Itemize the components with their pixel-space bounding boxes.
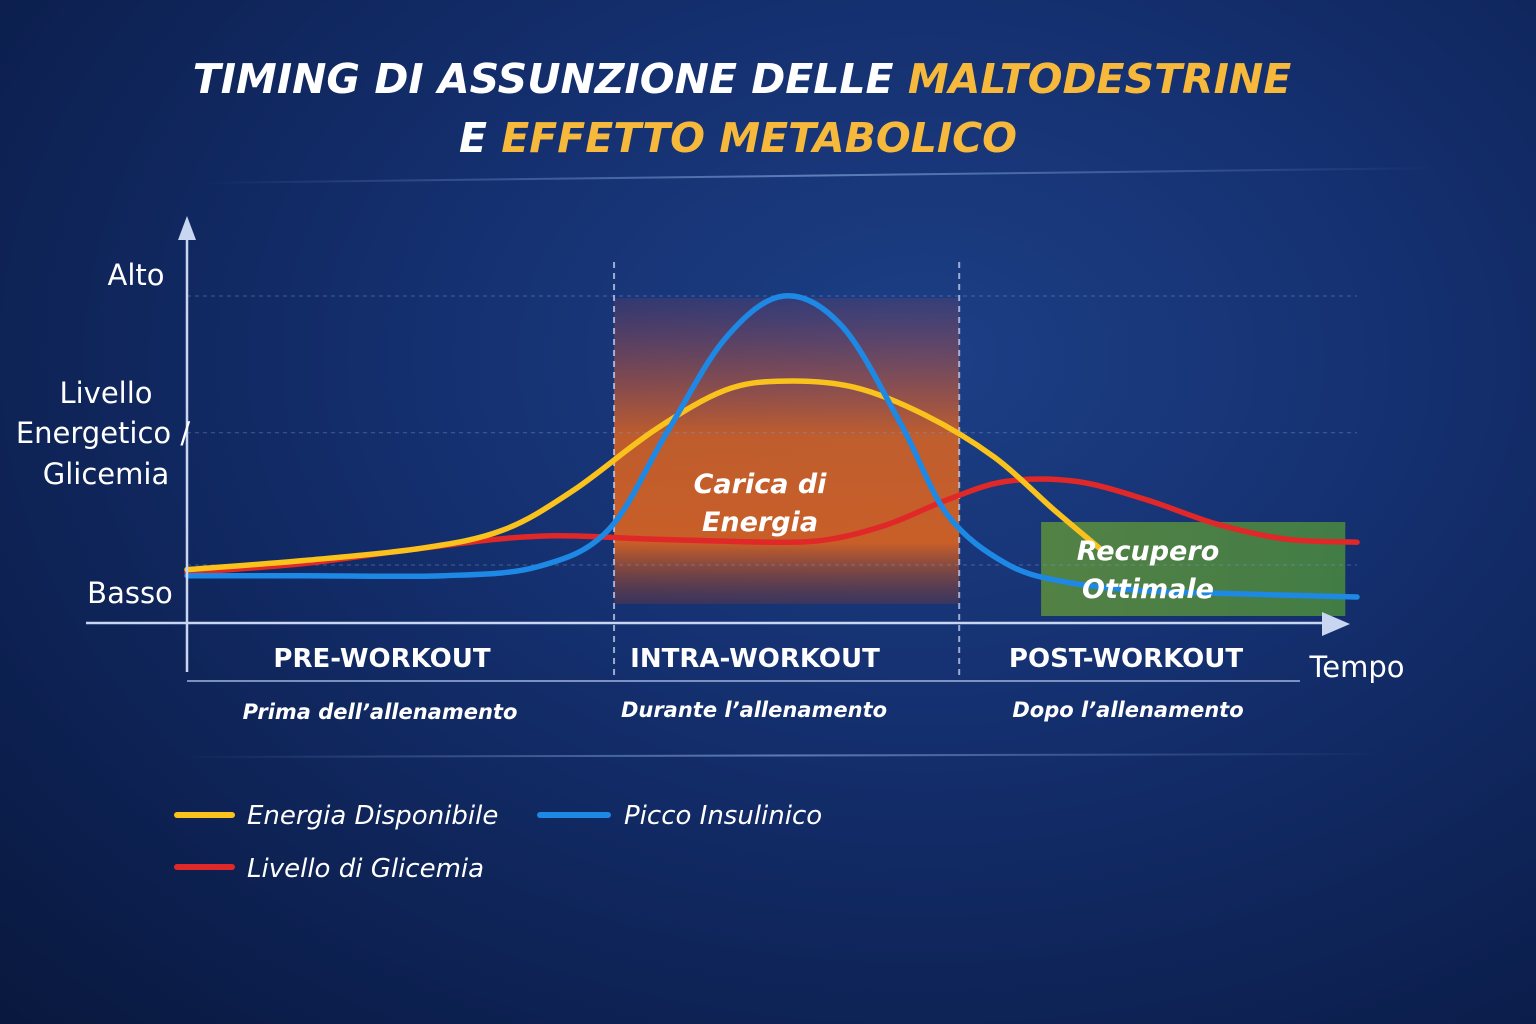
phase-post-label: POST-WORKOUT <box>1009 644 1243 674</box>
carica-label-line1: Carica di <box>694 469 828 500</box>
carica-label-line2: Energia <box>702 507 818 538</box>
x-axis <box>86 612 1350 636</box>
legend-label-glicemia: Livello di Glicemia <box>247 854 484 884</box>
legend-divider <box>179 753 1381 758</box>
phase-pre-subtitle: Prima dell’allenamento <box>243 700 518 724</box>
legend: Energia Disponibile Picco Insulinico Liv… <box>174 801 822 884</box>
energia-line <box>184 378 1103 573</box>
y-axis <box>178 216 196 672</box>
x-axis-title: Tempo <box>1308 650 1404 684</box>
phase-intra-label: INTRA-WORKOUT <box>630 644 880 674</box>
legend-item-insulina: Picco Insulinico <box>537 801 822 831</box>
y-axis-title-line3: Glicemia <box>43 457 169 491</box>
legend-item-energia: Energia Disponibile <box>174 801 498 831</box>
title-divider <box>199 167 1441 184</box>
y-tick-low: Basso <box>87 576 173 610</box>
series-layer <box>184 293 1360 600</box>
y-axis-title-line1: Livello <box>59 376 152 410</box>
insulina-line <box>184 293 1360 600</box>
phase-intra-subtitle: Durante l’allenamento <box>621 698 887 722</box>
grid-lines <box>187 295 1357 566</box>
phase-post-subtitle: Dopo l’allenamento <box>1012 698 1243 722</box>
recupero-label-line2: Ottimale <box>1082 574 1214 605</box>
carica-zone <box>614 298 960 604</box>
phase-dividers <box>613 262 961 676</box>
legend-item-glicemia: Livello di Glicemia <box>174 854 484 884</box>
legend-label-insulina: Picco Insulinico <box>624 801 822 831</box>
phase-pre-label: PRE-WORKOUT <box>273 644 490 674</box>
y-axis-title-line2: Energetico / <box>16 416 191 450</box>
y-tick-high: Alto <box>107 258 164 292</box>
legend-label-energia: Energia Disponibile <box>247 801 498 831</box>
recupero-label-line1: Recupero <box>1077 536 1220 567</box>
chart-title-line1: TIMING DI ASSUNZIONE DELLE MALTODESTRINE <box>193 55 1291 103</box>
chart-title-line2: E EFFETTO METABOLICO <box>459 114 1017 162</box>
